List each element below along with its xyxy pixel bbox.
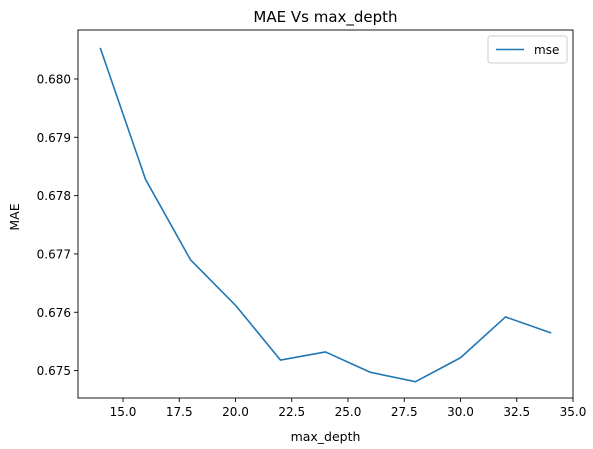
y-tick-label: 0.678 xyxy=(37,189,71,203)
x-axis: 15.0 17.5 20.0 22.5 25.0 27.5 30.0 32.5 35.0 xyxy=(110,398,587,419)
x-tick-label: 22.5 xyxy=(278,405,305,419)
x-tick-label: 15.0 xyxy=(110,405,137,419)
x-tick-label: 27.5 xyxy=(391,405,418,419)
y-axis: 0.675 0.676 0.677 0.678 0.679 0.680 xyxy=(37,72,78,378)
x-tick-label: 32.5 xyxy=(503,405,530,419)
y-tick-label: 0.679 xyxy=(37,131,71,145)
plot-frame xyxy=(77,29,574,399)
x-tick-label: 17.5 xyxy=(166,405,193,419)
x-tick-label: 30.0 xyxy=(447,405,474,419)
chart-title: MAE Vs max_depth xyxy=(253,8,397,27)
x-axis-label: max_depth xyxy=(291,429,361,444)
x-tick-label: 25.0 xyxy=(335,405,362,419)
x-tick-label: 35.0 xyxy=(560,405,587,419)
legend: mse xyxy=(487,35,568,64)
plot-area xyxy=(77,29,574,399)
y-tick-label: 0.680 xyxy=(37,72,71,86)
y-tick-label: 0.677 xyxy=(37,247,71,261)
y-tick-label: 0.676 xyxy=(37,306,71,320)
legend-label: mse xyxy=(534,43,559,57)
x-tick-label: 20.0 xyxy=(222,405,249,419)
y-tick-label: 0.675 xyxy=(37,364,71,378)
series-line-mse xyxy=(99,47,552,383)
y-axis-label: MAE xyxy=(7,203,22,230)
legend-box xyxy=(487,35,568,64)
series-layer xyxy=(99,47,552,383)
